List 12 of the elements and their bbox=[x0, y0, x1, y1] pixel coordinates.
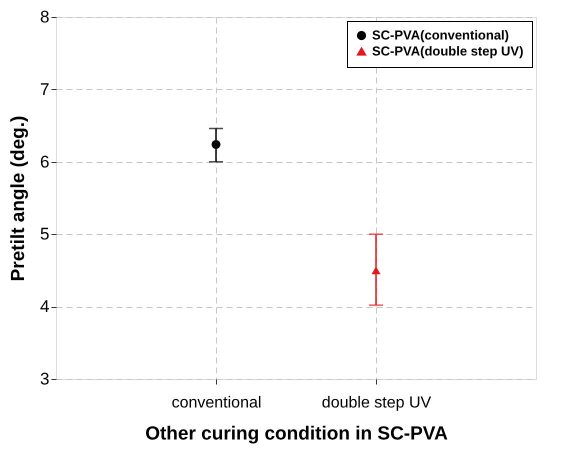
x-axis-title: Other curing condition in SC-PVA bbox=[145, 424, 448, 444]
legend-label: SC-PVA(conventional) bbox=[372, 28, 509, 42]
y-tick-label: 3 bbox=[40, 370, 50, 388]
y-tick-label: 7 bbox=[40, 80, 50, 99]
y-tick-label: 6 bbox=[40, 152, 50, 172]
y-tick-label: 5 bbox=[40, 224, 50, 244]
y-tick-label: 8 bbox=[40, 8, 50, 26]
x-tick-label: conventional bbox=[172, 394, 262, 412]
x-tick-label: double step UV bbox=[322, 394, 432, 412]
y-tick-label: 4 bbox=[40, 297, 50, 316]
y-axis-title: Pretilt angle (deg.) bbox=[8, 116, 30, 282]
legend-label: SC-PVA(double step UV) bbox=[372, 44, 524, 58]
